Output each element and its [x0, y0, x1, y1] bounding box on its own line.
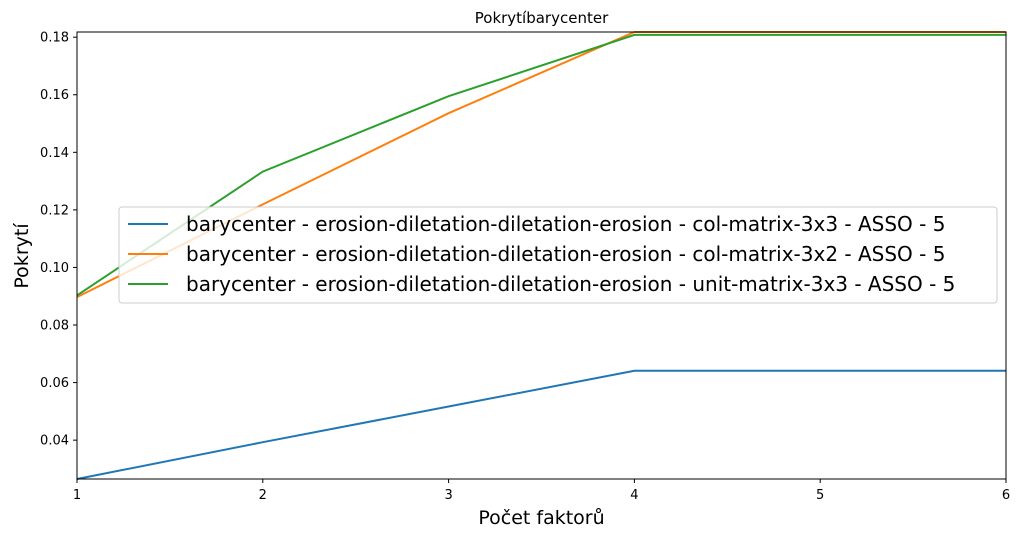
legend: barycenter - erosion-diletation-diletati… — [118, 206, 998, 304]
y-tick-label: 0.04 — [40, 434, 69, 449]
y-tick-label: 0.06 — [40, 376, 69, 391]
series-line-1 — [76, 369, 1006, 480]
y-axis-label: Pokrytí — [11, 223, 33, 289]
x-tick-label: 6 — [1002, 488, 1010, 503]
x-axis: 1 2 3 4 5 6 — [73, 479, 1010, 503]
x-tick-label: 3 — [444, 488, 452, 503]
chart-title: Pokrytíbarycenter — [475, 9, 609, 27]
legend-label-1: barycenter - erosion-diletation-diletati… — [186, 212, 945, 236]
y-tick-label: 0.18 — [40, 31, 69, 46]
x-tick-label: 2 — [259, 488, 267, 503]
y-tick-label: 0.16 — [40, 88, 69, 103]
x-axis-label: Počet faktorů — [478, 507, 604, 529]
y-tick-label: 0.08 — [40, 319, 69, 334]
x-tick-label: 1 — [73, 488, 81, 503]
legend-label-3: barycenter - erosion-diletation-diletati… — [186, 272, 955, 296]
x-tick-label: 4 — [630, 488, 638, 503]
series-line-3 — [76, 33, 1006, 297]
y-tick-label: 0.14 — [40, 146, 69, 161]
x-tick-label: 5 — [816, 488, 824, 503]
y-tick-label: 0.12 — [40, 203, 69, 218]
plot-frame — [76, 31, 1007, 480]
y-axis: 0.04 0.06 0.08 0.10 0.12 0.14 0.16 0.18 — [40, 31, 77, 449]
legend-box — [118, 206, 998, 304]
legend-label-2: barycenter - erosion-diletation-diletati… — [186, 242, 945, 266]
y-tick-label: 0.10 — [40, 261, 69, 276]
